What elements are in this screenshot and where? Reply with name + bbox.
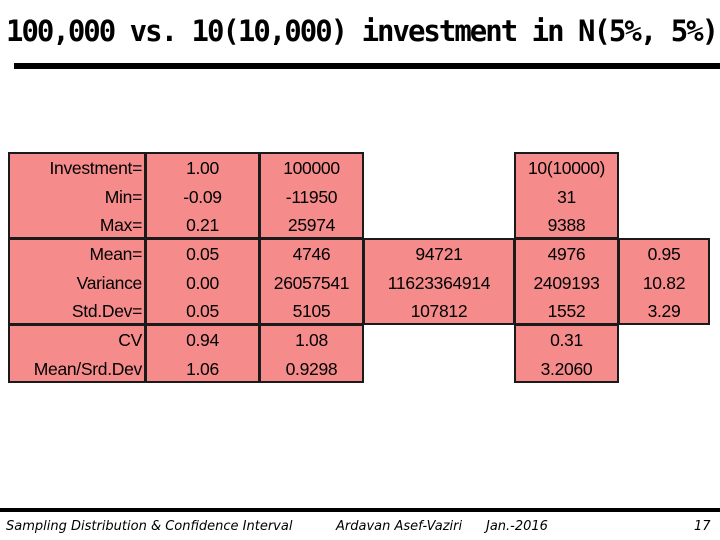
cell-total-mean: 94721 <box>415 244 463 264</box>
cell-rate-variance: 0.00 <box>186 272 219 293</box>
split-top-block: 10(10000) 31 9388 <box>514 152 619 239</box>
cell-ratio-variance: 10.82 <box>642 272 686 293</box>
cell-single-mean-over-stddev: 0.9298 <box>285 358 338 379</box>
cell-rate-cv: 0.94 <box>186 330 219 350</box>
cell-split-mean: 4976 <box>547 244 586 264</box>
cell-rate-max: 0.21 <box>186 215 219 235</box>
single-mid-block: 4746 26057541 5105 <box>259 238 364 325</box>
single-bot-block: 1.08 0.9298 <box>259 324 364 383</box>
cell-split-cv: 0.31 <box>550 330 583 350</box>
single-top-block: 100000 -11950 25974 <box>259 152 364 239</box>
cell-rate-mean-over-stddev: 1.06 <box>186 358 219 379</box>
label-cv: CV <box>118 330 142 350</box>
cell-ratio-stddev: 3.29 <box>647 301 681 321</box>
portfolio-total-block: 94721 11623364914 107812 <box>363 238 515 325</box>
labels-top-block: Investment= Min= Max= <box>8 152 146 239</box>
labels-mid-block: Mean= Variance Std.Dev= <box>8 238 146 325</box>
slide-title: 100,000 vs. 10(10,000) investment in N(5… <box>6 14 719 48</box>
cell-rate-investment: 1.00 <box>186 158 219 178</box>
cell-split-stddev: 1552 <box>547 301 586 321</box>
cell-total-variance: 11623364914 <box>387 272 491 293</box>
cell-single-cv: 1.08 <box>295 330 328 350</box>
split-mid-block: 4976 2409193 1552 <box>514 238 619 325</box>
cell-rate-stddev: 0.05 <box>186 301 219 321</box>
rate-top-block: 1.00 -0.09 0.21 <box>145 152 260 239</box>
cell-split-min: 31 <box>557 186 576 207</box>
footer-course: Sampling Distribution & Confidence Inter… <box>6 519 293 534</box>
cell-single-investment: 100000 <box>283 158 340 178</box>
cell-split-investment: 10(10000) <box>527 158 606 178</box>
cell-single-stddev: 5105 <box>292 301 331 321</box>
ratio-block: 0.95 10.82 3.29 <box>618 238 710 325</box>
cell-rate-mean: 0.05 <box>186 244 219 264</box>
label-investment: Investment= <box>49 158 142 178</box>
cell-total-stddev: 107812 <box>410 301 468 321</box>
cell-single-mean: 4746 <box>292 244 331 264</box>
cell-split-variance: 2409193 <box>533 272 600 293</box>
label-variance: Variance <box>76 272 143 293</box>
label-min: Min= <box>104 186 143 207</box>
footer-date: Jan.-2016 <box>486 519 548 534</box>
label-max: Max= <box>99 215 142 235</box>
cell-single-max: 25974 <box>287 215 336 235</box>
footer-author: Ardavan Asef-Vaziri <box>336 519 463 534</box>
split-bot-block: 0.31 3.2060 <box>514 324 619 383</box>
title-divider <box>14 63 720 69</box>
footer-divider <box>0 508 720 512</box>
labels-bot-block: CV Mean/Srd.Dev <box>8 324 146 383</box>
cell-split-max: 9388 <box>547 215 586 235</box>
cell-ratio-mean: 0.95 <box>647 244 681 264</box>
label-stddev: Std.Dev= <box>71 301 142 321</box>
page-number: 17 <box>694 519 711 534</box>
rate-bot-block: 0.94 1.06 <box>145 324 260 383</box>
cell-rate-min: -0.09 <box>183 186 222 207</box>
label-mean-over-stddev: Mean/Srd.Dev <box>33 358 143 379</box>
cell-single-min: -11950 <box>285 186 338 207</box>
label-mean: Mean= <box>89 244 143 264</box>
cell-split-mean-over-stddev: 3.2060 <box>540 358 593 379</box>
rate-mid-block: 0.05 0.00 0.05 <box>145 238 260 325</box>
cell-single-variance: 26057541 <box>273 272 350 293</box>
